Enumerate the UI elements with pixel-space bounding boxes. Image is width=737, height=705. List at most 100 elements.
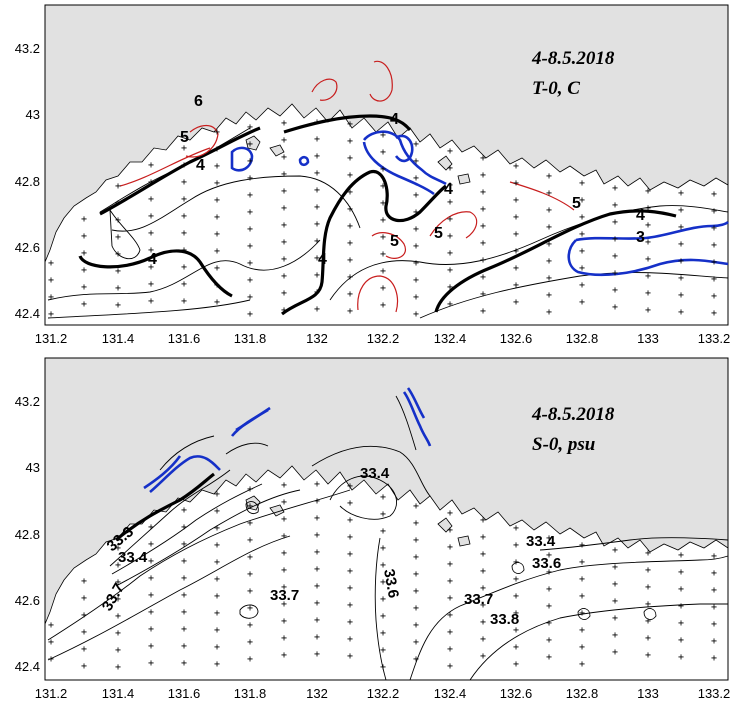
- station-marker: +: [546, 584, 552, 595]
- station-marker: +: [447, 542, 453, 553]
- panel-date-title: 4-8.5.2018: [531, 404, 615, 425]
- station-marker: +: [48, 620, 54, 631]
- station-marker: +: [447, 661, 453, 672]
- station-marker: +: [579, 591, 585, 602]
- station-marker: +: [678, 273, 684, 284]
- svg-text:42.6: 42.6: [15, 240, 40, 255]
- station-marker: +: [645, 186, 651, 197]
- station-marker: +: [347, 532, 353, 543]
- station-marker: +: [480, 651, 486, 662]
- station-marker: +: [214, 195, 220, 206]
- land-mass: [44, 4, 729, 263]
- station-marker: +: [380, 215, 386, 226]
- station-marker: +: [347, 634, 353, 645]
- station-marker: +: [513, 297, 519, 308]
- station-marker: +: [181, 590, 187, 601]
- station-marker: +: [314, 530, 320, 541]
- station-marker: +: [115, 628, 121, 639]
- station-marker: +: [612, 613, 618, 624]
- y-axis-ticks: 43.2 43 42.8 42.6 42.4: [15, 41, 40, 321]
- station-marker: +: [347, 153, 353, 164]
- station-marker: +: [148, 573, 154, 584]
- station-marker: +: [314, 168, 320, 179]
- station-marker: +: [380, 300, 386, 311]
- station-marker: +: [413, 518, 419, 529]
- contour-label: 4: [444, 181, 453, 198]
- station-marker: +: [645, 254, 651, 265]
- station-marker: +: [347, 566, 353, 577]
- station-marker: +: [247, 569, 253, 580]
- station-marker: +: [645, 548, 651, 559]
- station-marker: +: [678, 256, 684, 267]
- station-marker: +: [711, 274, 717, 285]
- station-marker: +: [711, 223, 717, 234]
- station-marker: +: [247, 207, 253, 218]
- contour-label: 33.7: [270, 587, 299, 604]
- station-marker: +: [214, 608, 220, 619]
- station-marker: +: [281, 548, 287, 559]
- station-marker: +: [148, 296, 154, 307]
- contour-label: 5: [434, 225, 443, 242]
- station-marker: +: [148, 194, 154, 205]
- station-marker: +: [711, 189, 717, 200]
- contour-label: 33.4: [118, 549, 148, 566]
- station-marker: +: [579, 557, 585, 568]
- svg-text:42.8: 42.8: [15, 174, 40, 189]
- station-marker: +: [513, 161, 519, 172]
- station-marker: +: [181, 539, 187, 550]
- station-marker: +: [711, 257, 717, 268]
- station-marker: +: [347, 600, 353, 611]
- station-marker: +: [181, 177, 187, 188]
- station-marker: +: [48, 258, 54, 269]
- station-marker: +: [579, 540, 585, 551]
- station-marker: +: [115, 577, 121, 588]
- station-marker: +: [380, 181, 386, 192]
- panel-date-title: 4-8.5.2018: [531, 48, 615, 69]
- station-marker: +: [678, 567, 684, 578]
- station-marker: +: [447, 525, 453, 536]
- station-marker: +: [181, 228, 187, 239]
- station-marker: +: [546, 273, 552, 284]
- station-marker: +: [281, 616, 287, 627]
- station-marker: +: [380, 662, 386, 673]
- station-marker: +: [546, 635, 552, 646]
- station-marker: +: [281, 582, 287, 593]
- station-marker: +: [214, 489, 220, 500]
- station-marker: +: [347, 515, 353, 526]
- station-marker: +: [413, 603, 419, 614]
- station-marker: +: [612, 596, 618, 607]
- station-marker: +: [612, 647, 618, 658]
- station-marker: +: [645, 203, 651, 214]
- station-marker: +: [148, 658, 154, 669]
- station-marker: +: [314, 117, 320, 128]
- station-marker: +: [281, 237, 287, 248]
- station-marker: +: [281, 203, 287, 214]
- station-marker: +: [645, 582, 651, 593]
- contour-label: 33.4: [526, 533, 556, 550]
- svg-text:131.6: 131.6: [168, 331, 201, 346]
- station-marker: +: [612, 200, 618, 211]
- contour-label: 4: [148, 251, 157, 268]
- station-marker: +: [214, 161, 220, 172]
- station-marker: +: [447, 576, 453, 587]
- station-marker: +: [347, 498, 353, 509]
- contour-label: 4: [196, 157, 205, 174]
- station-marker: +: [380, 611, 386, 622]
- station-marker: +: [579, 212, 585, 223]
- station-marker: +: [214, 263, 220, 274]
- station-marker: +: [513, 608, 519, 619]
- station-marker: +: [711, 240, 717, 251]
- panel-parameter-title: S-0, psu: [532, 434, 595, 455]
- svg-text:43: 43: [26, 460, 40, 475]
- station-marker: +: [645, 220, 651, 231]
- salinity-map-panel: 33.4 33.4 33.3 33.7 33.7 33.6 33.7 33.8 …: [15, 357, 730, 701]
- station-marker: +: [380, 164, 386, 175]
- station-marker: +: [81, 214, 87, 225]
- station-marker: +: [347, 170, 353, 181]
- station-marker: +: [546, 601, 552, 612]
- station-marker: +: [148, 211, 154, 222]
- station-marker: +: [314, 479, 320, 490]
- station-marker: +: [181, 522, 187, 533]
- station-marker: +: [579, 297, 585, 308]
- station-marker: +: [81, 610, 87, 621]
